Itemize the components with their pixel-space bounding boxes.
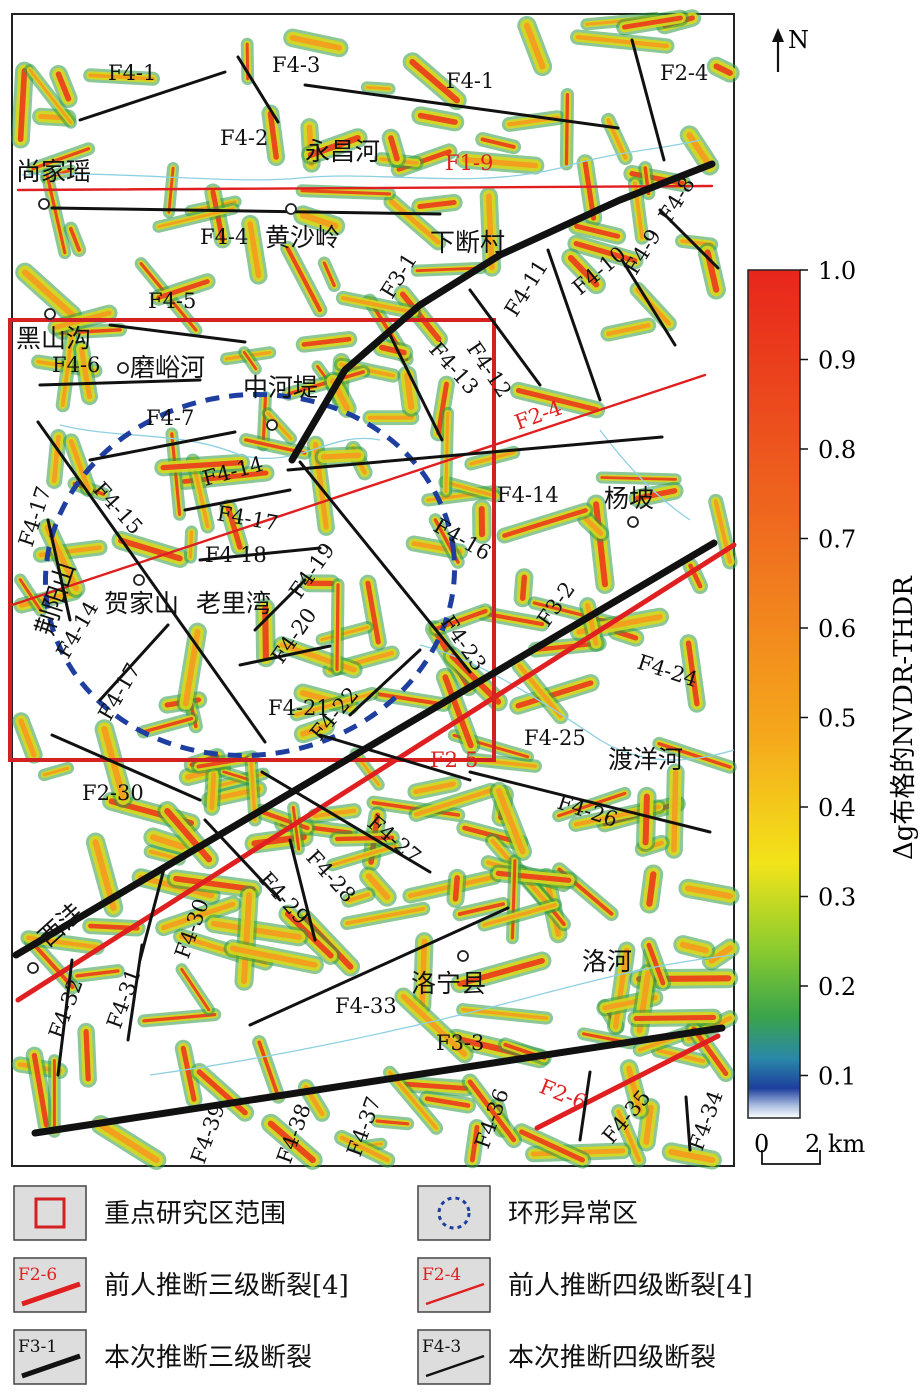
place-label: 洛河 — [582, 947, 632, 976]
fault-label: F4-1 — [446, 69, 494, 93]
town-marker-moyuhe — [118, 363, 128, 373]
scale-bar: 0 2 km — [754, 1130, 865, 1164]
legend: 重点研究区范围 环形异常区 F2-6 前人推断三级断裂[4] F2-4 前人推断… — [14, 1186, 753, 1384]
colorbar-tick-label: 0.9 — [818, 347, 856, 375]
colorbar-tick-label: 0.3 — [818, 884, 856, 912]
anomaly-stripe — [602, 478, 676, 480]
anomaly-stripe — [367, 87, 390, 89]
colorbar-tick-label: 0.8 — [818, 436, 856, 464]
fault-label: F4-5 — [148, 289, 196, 313]
legend-cur-f4-code: F4-3 — [422, 1337, 461, 1357]
legend-prev-f4-code: F2-4 — [422, 1265, 461, 1285]
north-arrowhead-icon — [772, 28, 784, 42]
colorbar-tick-label: 0.6 — [818, 615, 856, 643]
colorbar-tick-label: 0.5 — [818, 705, 856, 733]
fault-label: F4-2 — [220, 126, 268, 150]
fault-label: F4-4 — [200, 225, 248, 249]
fault-label: F4-14 — [497, 483, 559, 507]
anomaly-stripe — [212, 775, 214, 808]
town-marker-shangjiayao — [39, 199, 49, 209]
anomaly-stripe — [446, 413, 448, 491]
fault-label: F4-6 — [52, 353, 100, 377]
fault-label: F3-3 — [436, 1031, 484, 1055]
place-label: 贺家山 — [104, 589, 179, 618]
anomaly-stripe — [567, 95, 568, 164]
place-label: 杨坡 — [604, 484, 654, 513]
fault-label: F4-25 — [524, 726, 586, 750]
anomaly-stripe — [21, 71, 25, 139]
colorbar-ticks: 1.0 0.9 0.8 0.7 0.6 0.5 0.4 0.3 0.2 0.1 — [800, 257, 856, 1091]
colorbar-tick-label: 0.7 — [818, 526, 856, 554]
colorbar-tick-label: 1.0 — [818, 257, 856, 285]
anomaly-stripe — [324, 455, 359, 457]
colorbar-tick-label: 0.1 — [818, 1063, 856, 1091]
place-label: 老里湾 — [196, 589, 271, 618]
anomaly-stripe — [337, 585, 338, 670]
town-marker-huangshaling — [286, 204, 296, 214]
north-label: N — [788, 26, 809, 54]
place-label: 下断村 — [430, 228, 505, 257]
colorbar-title: Δg布格的NVDR-THDR — [889, 575, 919, 860]
town-marker-hejiashan — [134, 575, 144, 585]
place-label: 渡洋河 — [608, 745, 683, 774]
legend-cur-f3: 本次推断三级断裂 — [104, 1343, 312, 1373]
town-marker-zhonghedi — [267, 420, 277, 430]
fault-label: F1-9 — [445, 151, 493, 175]
legend-study-area: 重点研究区范围 — [104, 1199, 286, 1229]
legend-swatch-frame — [14, 1186, 86, 1240]
legend-cur-f4: 本次推断四级断裂 — [508, 1343, 716, 1373]
colorbar: 1.0 0.9 0.8 0.7 0.6 0.5 0.4 0.3 0.2 0.1 Δg布格的NVDR… — [748, 257, 919, 1118]
legend-ring-anomaly: 环形异常区 — [508, 1199, 638, 1229]
legend-swatch-frame — [418, 1186, 490, 1240]
place-label: 磨峪河 — [130, 353, 205, 382]
colorbar-tick-label: 0.2 — [818, 973, 856, 1001]
legend-prev-f3-code: F2-6 — [18, 1265, 57, 1285]
legend-cur-f3-code: F3-1 — [18, 1337, 57, 1357]
place-label: 黑山沟 — [16, 324, 91, 353]
anomaly-stripe — [674, 772, 676, 849]
fault-label: F2-5 — [430, 748, 478, 772]
anomaly-stripe — [646, 797, 647, 843]
scale-label: 2 km — [805, 1130, 865, 1158]
town-marker-luoning — [458, 951, 468, 961]
anomaly-stripe — [86, 1032, 88, 1079]
town-marker-heishangou — [45, 309, 55, 319]
anomaly-stripe — [456, 878, 458, 899]
fault-label: F2-4 — [660, 61, 708, 85]
place-label: 黄沙岭 — [265, 223, 340, 252]
town-marker-xiwa — [28, 963, 38, 973]
fault-label: F4-7 — [146, 406, 194, 430]
anomaly-stripe — [636, 1017, 713, 1018]
fault-label: F4-33 — [335, 994, 397, 1018]
town-marker-yangpo — [628, 517, 638, 527]
colorbar-tick-label: 0.4 — [818, 794, 856, 822]
fault-label: F2-30 — [82, 781, 144, 805]
place-label: 中河堤 — [243, 373, 318, 402]
fault-label: F4-1 — [108, 61, 156, 85]
fault-label: F4-18 — [205, 543, 267, 567]
colorbar-ramp — [748, 270, 800, 1118]
scale-zero: 0 — [754, 1130, 769, 1158]
place-label: 洛宁县 — [411, 969, 486, 998]
north-arrow: N — [772, 26, 809, 72]
anomaly-stripe — [649, 874, 653, 903]
anomaly-stripe — [407, 375, 411, 407]
place-label: 永昌河 — [305, 137, 380, 166]
anomaly-stripe — [523, 577, 525, 598]
fault-label: F4-3 — [272, 53, 320, 77]
legend-prev-f3: 前人推断三级断裂[4] — [104, 1271, 349, 1301]
legend-prev-f4: 前人推断四级断裂[4] — [508, 1271, 753, 1301]
place-label: 尚家瑶 — [16, 157, 91, 186]
